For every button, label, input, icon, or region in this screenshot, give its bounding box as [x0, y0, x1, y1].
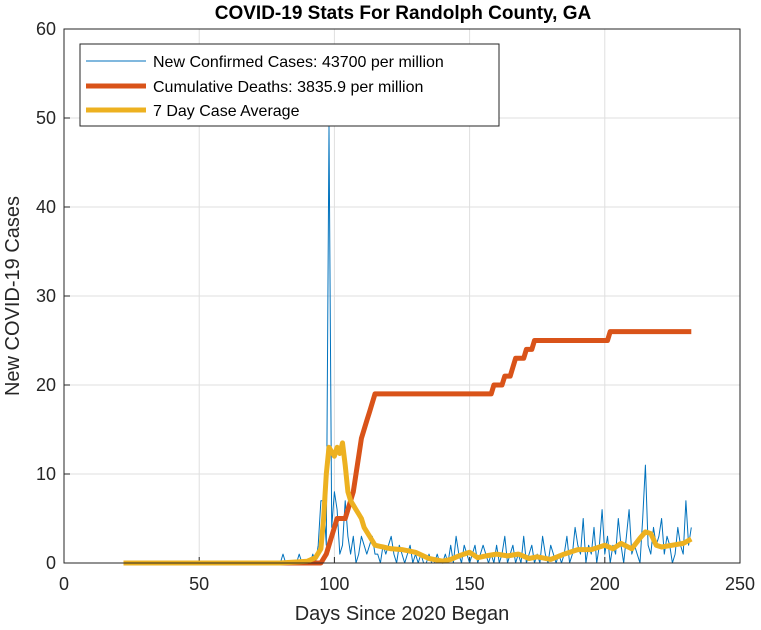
y-tick-label: 30: [36, 286, 56, 306]
ticks: 0 50 100 150 200 250 0 10 20 30 40 50 60: [36, 19, 755, 594]
x-tick-label: 150: [455, 574, 485, 594]
y-tick-label: 0: [46, 553, 56, 573]
x-tick-label: 200: [590, 574, 620, 594]
legend-label-deaths: Cumulative Deaths: 3835.9 per million: [153, 79, 423, 96]
chart-title: COVID-19 Stats For Randolph County, GA: [215, 3, 592, 24]
series-7-day-case-average: [123, 440, 693, 566]
x-tick-label: 50: [189, 574, 209, 594]
legend: New Confirmed Cases: 43700 per million C…: [79, 43, 500, 127]
x-axis-label: Days Since 2020 Began: [295, 603, 510, 625]
y-tick-label: 20: [36, 375, 56, 395]
legend-label-average: 7 Day Case Average: [153, 103, 300, 120]
plot-frame: [63, 28, 741, 564]
x-tick-label: 100: [319, 574, 349, 594]
series-cumulative-deaths: [123, 329, 692, 566]
y-axis-label: New COVID-19 Cases: [2, 196, 24, 396]
y-tick-label: 50: [36, 108, 56, 128]
y-tick-label: 60: [36, 19, 56, 39]
y-tick-label: 10: [36, 464, 56, 484]
series-layer: [123, 126, 693, 566]
legend-label-new-cases: New Confirmed Cases: 43700 per million: [153, 54, 444, 71]
x-tick-label: 0: [59, 574, 69, 594]
x-tick-label: 250: [725, 574, 755, 594]
y-tick-label: 40: [36, 197, 56, 217]
legend-box: [79, 43, 500, 127]
